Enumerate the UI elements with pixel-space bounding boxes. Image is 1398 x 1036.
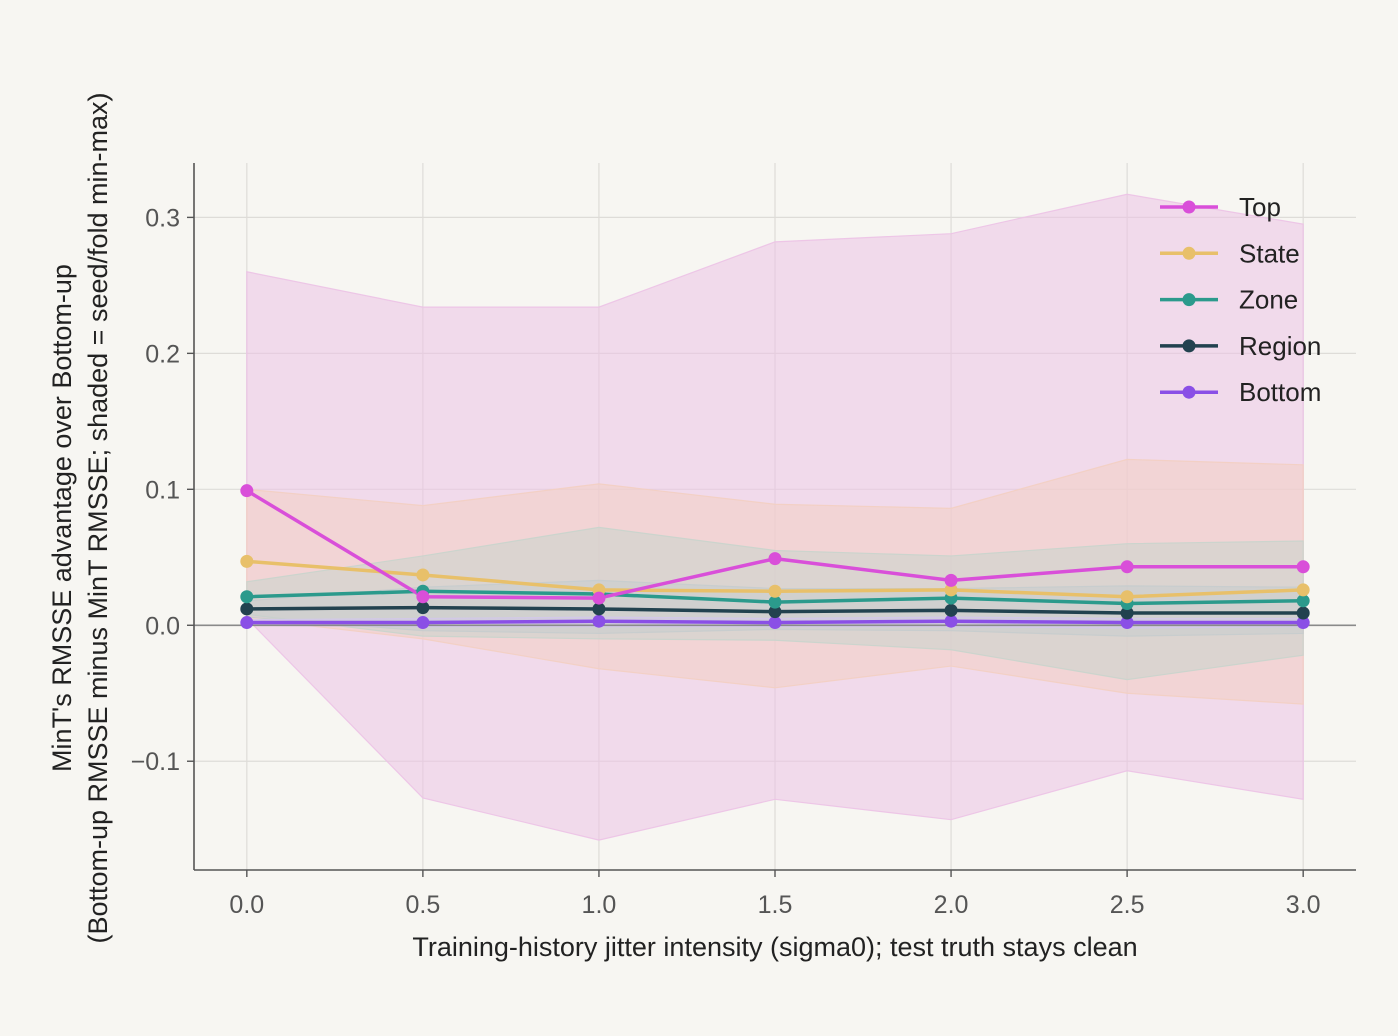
point-top bbox=[416, 590, 430, 604]
y-axis-title-line1: MinT's RMSSE advantage over Bottom-up bbox=[47, 264, 77, 772]
x-tick-label: 2.0 bbox=[934, 891, 969, 919]
legend-marker-zone bbox=[1182, 293, 1196, 307]
legend-marker-state bbox=[1182, 246, 1196, 260]
point-state bbox=[944, 583, 958, 597]
y-axis-title-line2: (Bottom-up RMSSE minus MinT RMSSE; shade… bbox=[83, 92, 113, 943]
point-state bbox=[1120, 590, 1134, 604]
legend-label-top: Top bbox=[1239, 192, 1281, 222]
point-bottom bbox=[240, 616, 254, 630]
tick-labels: 0.0 0.5 1.0 1.5 2.0 2.5 3.0 −0.1 0.0 0.1 0.2 0.3 bbox=[131, 204, 1321, 919]
point-state bbox=[416, 568, 430, 582]
legend-label-bottom: Bottom bbox=[1239, 377, 1321, 407]
point-top bbox=[1296, 560, 1310, 574]
legend-label-zone: Zone bbox=[1239, 285, 1298, 315]
point-state bbox=[1296, 583, 1310, 597]
point-top bbox=[240, 484, 254, 498]
point-region bbox=[416, 601, 430, 615]
point-region bbox=[1120, 606, 1134, 620]
point-region bbox=[240, 602, 254, 616]
legend-marker-top bbox=[1182, 200, 1196, 214]
legend-label-state: State bbox=[1239, 238, 1300, 268]
point-region bbox=[1296, 606, 1310, 620]
y-tick-label: 0.3 bbox=[145, 204, 180, 232]
x-tick-label: 1.5 bbox=[758, 891, 793, 919]
point-bottom bbox=[416, 616, 430, 630]
point-top bbox=[592, 591, 606, 605]
point-top bbox=[768, 552, 782, 566]
point-state bbox=[768, 584, 782, 598]
y-tick-label: 0.1 bbox=[145, 476, 180, 504]
point-region bbox=[592, 602, 606, 616]
x-tick-label: 2.5 bbox=[1110, 891, 1145, 919]
point-bottom bbox=[944, 614, 958, 628]
x-tick-label: 3.0 bbox=[1286, 891, 1321, 919]
x-tick-label: 0.0 bbox=[229, 891, 264, 919]
point-bottom bbox=[592, 614, 606, 628]
point-bottom bbox=[768, 616, 782, 630]
point-bottom bbox=[1296, 616, 1310, 630]
series-points bbox=[240, 484, 1310, 630]
legend-marker-bottom bbox=[1182, 385, 1196, 399]
point-top bbox=[1120, 560, 1134, 574]
point-state bbox=[240, 554, 254, 568]
y-tick-label: −0.1 bbox=[131, 748, 180, 776]
point-bottom bbox=[1120, 616, 1134, 630]
point-region bbox=[944, 603, 958, 617]
x-axis-title: Training-history jitter intensity (sigma… bbox=[412, 932, 1137, 962]
legend-marker-region bbox=[1182, 339, 1196, 353]
y-tick-label: 0.2 bbox=[145, 340, 180, 368]
x-tick-label: 1.0 bbox=[582, 891, 617, 919]
y-tick-label: 0.0 bbox=[145, 612, 180, 640]
point-zone bbox=[240, 590, 254, 604]
point-top bbox=[944, 573, 958, 587]
point-zone bbox=[768, 595, 782, 609]
shaded-bands bbox=[246, 193, 1304, 841]
legend-label-region: Region bbox=[1239, 331, 1321, 361]
point-zone bbox=[1296, 594, 1310, 608]
x-tick-label: 0.5 bbox=[405, 891, 440, 919]
point-region bbox=[768, 605, 782, 619]
legend: Top State Zone Region Bottom bbox=[1160, 192, 1321, 407]
axes bbox=[187, 163, 1356, 877]
